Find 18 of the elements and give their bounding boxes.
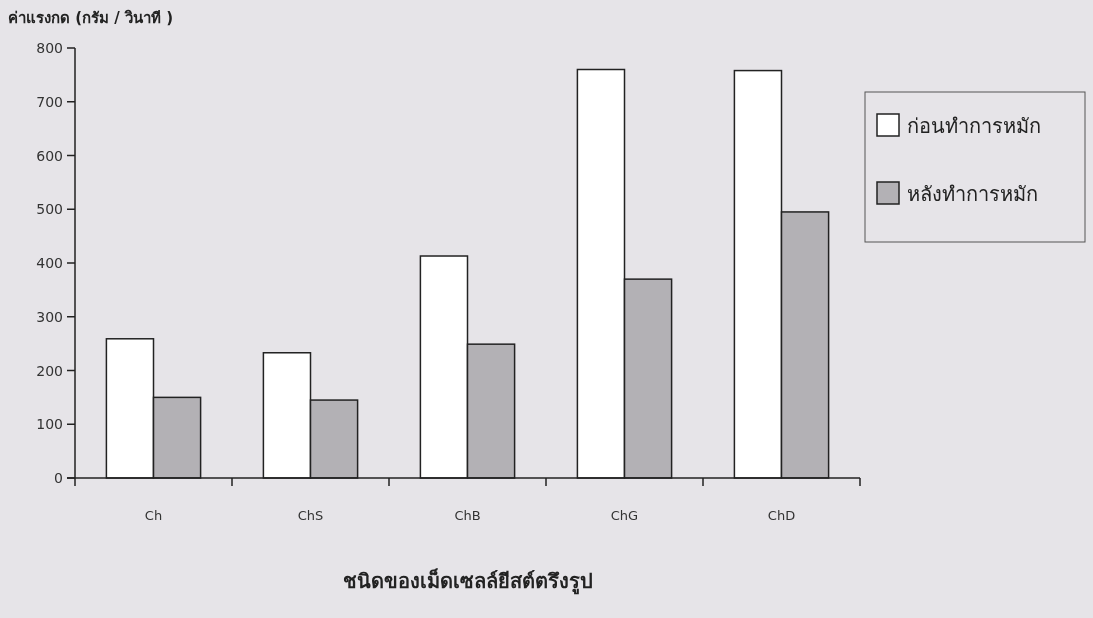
x-tick-label: ChG [610, 508, 639, 523]
x-tick-label: Ch [144, 508, 163, 523]
y-tick-label: 400 [36, 255, 63, 271]
x-tick-label: ChD [767, 508, 796, 523]
y-axis-title: ค่าแรงกด (กรัม / วินาที ) [8, 9, 174, 28]
y-tick-label: 300 [36, 308, 63, 325]
y-tick-label: 800 [36, 40, 63, 56]
y-tick-label: 600 [36, 147, 63, 164]
y-tick-label: 0 [54, 470, 63, 486]
y-tick-label: 500 [36, 201, 63, 218]
x-axis-title: ชนิดของเม็ดเซลล์ยีสต์ตรึงรูป [342, 568, 593, 595]
y-tick-label: 100 [36, 416, 63, 433]
x-tick-label: ChB [454, 508, 481, 523]
legend-label: ก่อนทำการหมัก [907, 114, 1041, 138]
y-tick-label: 700 [36, 93, 63, 110]
y-tick-label: 200 [36, 362, 63, 379]
x-tick-label: ChS [297, 508, 324, 523]
legend-label: หลังทำการหมัก [907, 182, 1038, 206]
